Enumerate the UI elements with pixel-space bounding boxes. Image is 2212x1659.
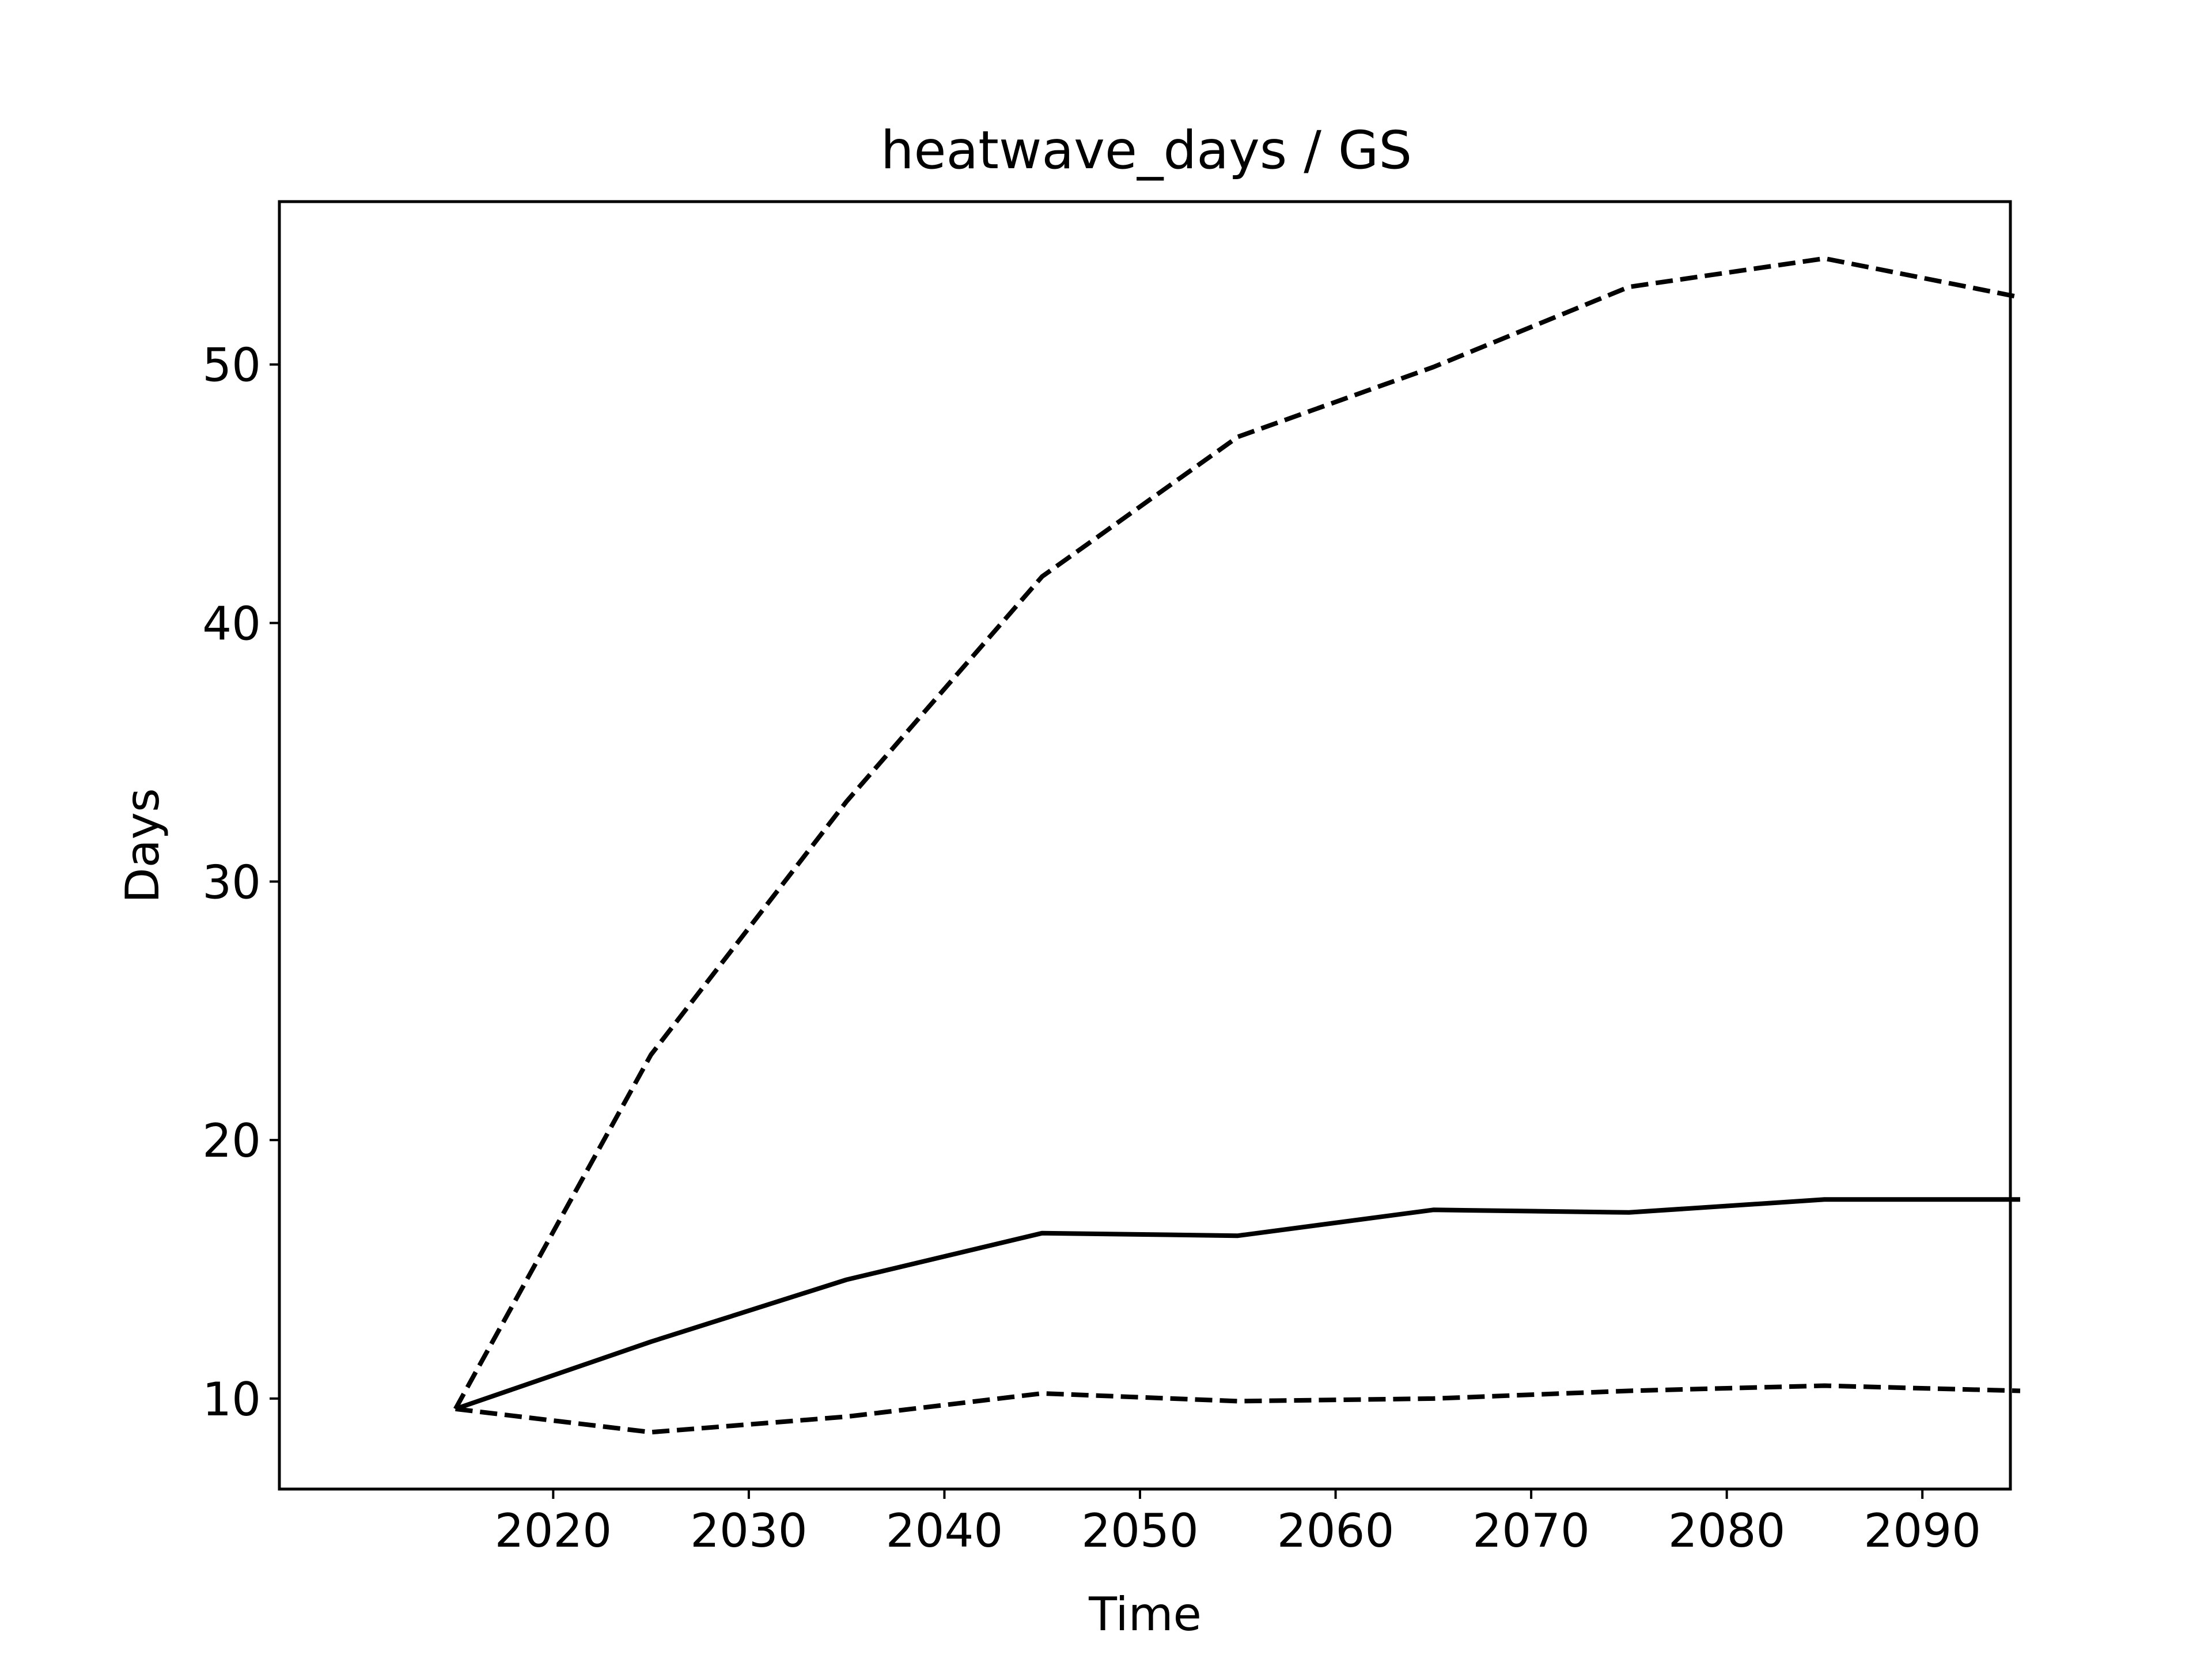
x-tick-label: 2090 <box>1863 1504 1981 1558</box>
series-line-1 <box>453 256 2021 1410</box>
x-tick-label: 2020 <box>495 1504 612 1558</box>
x-axis-ticks: 2020 2030 2040 2050 2060 2070 2080 2090 <box>495 1489 1981 1558</box>
x-tick-label: 2030 <box>690 1504 808 1558</box>
plot-frame <box>278 200 2012 1491</box>
x-tick-label: 2040 <box>886 1504 1003 1558</box>
y-tick-label: 50 <box>202 339 261 392</box>
y-axis-label: Days <box>116 788 169 903</box>
x-tick-label: 2070 <box>1472 1504 1590 1558</box>
y-tick-label: 40 <box>202 597 261 651</box>
series-layer <box>453 256 2021 1435</box>
y-tick-label: 10 <box>202 1373 261 1426</box>
chart-title: heatwave_days / GS <box>881 120 1412 181</box>
x-axis-label: Time <box>1088 1588 1202 1641</box>
y-tick-label: 20 <box>202 1114 261 1168</box>
x-tick-label: 2060 <box>1277 1504 1395 1558</box>
series-line-3 <box>455 1383 2021 1435</box>
x-tick-label: 2080 <box>1668 1504 1786 1558</box>
series-line-2 <box>454 1197 2020 1411</box>
y-tick-label: 30 <box>202 855 261 909</box>
x-tick-label: 2050 <box>1081 1504 1199 1558</box>
y-axis-ticks: 10 20 30 40 50 <box>202 339 279 1426</box>
